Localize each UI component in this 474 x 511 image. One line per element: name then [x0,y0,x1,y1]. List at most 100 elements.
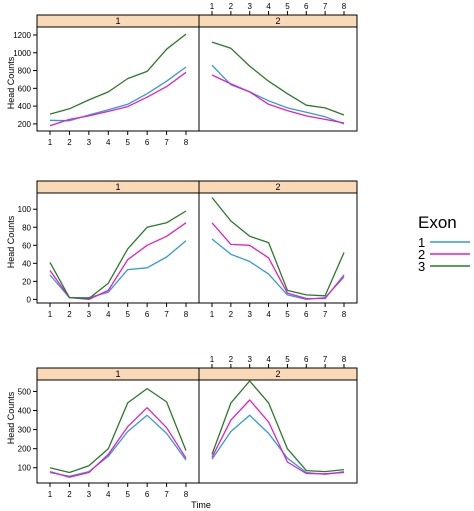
series-line-exon-3 [49,33,187,115]
x-tick-label: 2 [67,310,72,319]
x-tick-label: 6 [304,355,309,364]
x-tick-label: 5 [285,355,290,364]
y-axis-label-row-3: Head Counts [6,391,16,444]
x-tick-label: 5 [125,490,130,499]
x-tick-label: 1 [210,310,215,319]
series-line-exon-1 [49,66,187,122]
x-tick-label: 5 [125,310,130,319]
y-tick-label: 600 [18,84,32,93]
series-line-exon-2 [49,71,187,127]
x-tick-label: 3 [247,2,252,11]
series-line-exon-3 [49,387,187,474]
x-tick-label: 6 [304,310,309,319]
strip-label: 1 [115,369,120,379]
legend-label-exon-2: 2 [418,247,425,262]
y-tick-label: 200 [18,120,32,129]
x-tick-label: 3 [247,355,252,364]
y-tick-label: 100 [18,205,32,214]
legend-label-exon-3: 3 [418,259,425,274]
x-tick-label: 1 [48,310,53,319]
y-tick-label: 300 [18,426,32,435]
y-tick-label: 1000 [13,49,31,58]
series-line-exon-1 [49,240,187,299]
x-tick-label: 5 [285,310,290,319]
x-tick-label: 4 [106,490,111,499]
panel-frame [36,379,200,484]
series-line-exon-3 [211,197,345,297]
strip-label: 2 [275,182,280,192]
y-tick-label: 0 [27,295,32,304]
x-tick-label: 7 [323,2,328,11]
y-tick-label: 1200 [13,31,31,40]
x-tick-label: 2 [229,310,234,319]
strip-label: 2 [275,16,280,26]
x-tick-label: 4 [266,355,271,364]
x-tick-label: 5 [285,2,290,11]
x-tick-label: 4 [106,310,111,319]
x-tick-label: 3 [87,310,92,319]
x-tick-label: 7 [164,138,169,147]
series-line-exon-2 [49,222,187,301]
x-tick-label: 5 [125,138,130,147]
x-tick-label: 8 [184,490,189,499]
x-tick-label: 8 [184,310,189,319]
y-tick-label: 20 [22,277,31,286]
x-tick-label: 3 [87,138,92,147]
x-tick-label: 8 [342,310,347,319]
y-tick-label: 40 [22,259,31,268]
x-tick-label: 2 [229,2,234,11]
series-line-exon-2 [49,407,187,478]
y-tick-label: 80 [22,223,31,232]
x-tick-label: 2 [67,138,72,147]
x-tick-label: 1 [48,490,53,499]
panel-frame [198,26,358,132]
x-tick-label: 7 [323,355,328,364]
x-tick-label: 6 [304,2,309,11]
series-line-exon-1 [49,414,187,477]
series-line-exon-2 [211,74,345,124]
panel-frame [198,379,358,484]
x-tick-label: 8 [184,138,189,147]
x-tick-label: 3 [87,490,92,499]
x-tick-label: 6 [145,310,150,319]
y-axis-label-row-1: Head Counts [6,56,16,109]
x-tick-label: 6 [145,138,150,147]
x-tick-label: 1 [48,138,53,147]
x-axis-label: Time [191,500,211,510]
y-tick-label: 800 [18,67,32,76]
series-line-exon-3 [49,210,187,300]
x-tick-label: 4 [266,2,271,11]
series-line-exon-2 [211,222,345,300]
strip-label: 2 [275,369,280,379]
x-tick-label: 7 [164,490,169,499]
legend-title: Exon [418,213,457,232]
x-tick-label: 8 [342,355,347,364]
series-line-exon-3 [211,41,345,116]
x-tick-label: 4 [266,310,271,319]
y-axis-label-row-2: Head Counts [6,215,16,268]
y-tick-label: 400 [18,102,32,111]
strip-label: 1 [115,16,120,26]
x-tick-label: 7 [323,310,328,319]
strip-label: 1 [115,182,120,192]
series-line-exon-2 [211,399,345,475]
panel-frame [198,192,358,304]
x-tick-label: 2 [67,490,72,499]
legend-label-exon-1: 1 [418,235,425,250]
y-tick-label: 500 [18,387,32,396]
x-tick-label: 1 [210,355,215,364]
series-line-exon-1 [211,64,345,125]
y-tick-label: 200 [18,445,32,454]
x-tick-label: 7 [164,310,169,319]
y-tick-label: 100 [18,464,32,473]
x-tick-label: 3 [247,310,252,319]
y-tick-label: 60 [22,241,31,250]
x-tick-label: 1 [210,2,215,11]
legend: Exon 123 [418,213,470,274]
x-tick-label: 6 [145,490,150,499]
x-tick-label: 8 [342,2,347,11]
series-line-exon-1 [211,238,345,301]
x-tick-label: 2 [229,355,234,364]
